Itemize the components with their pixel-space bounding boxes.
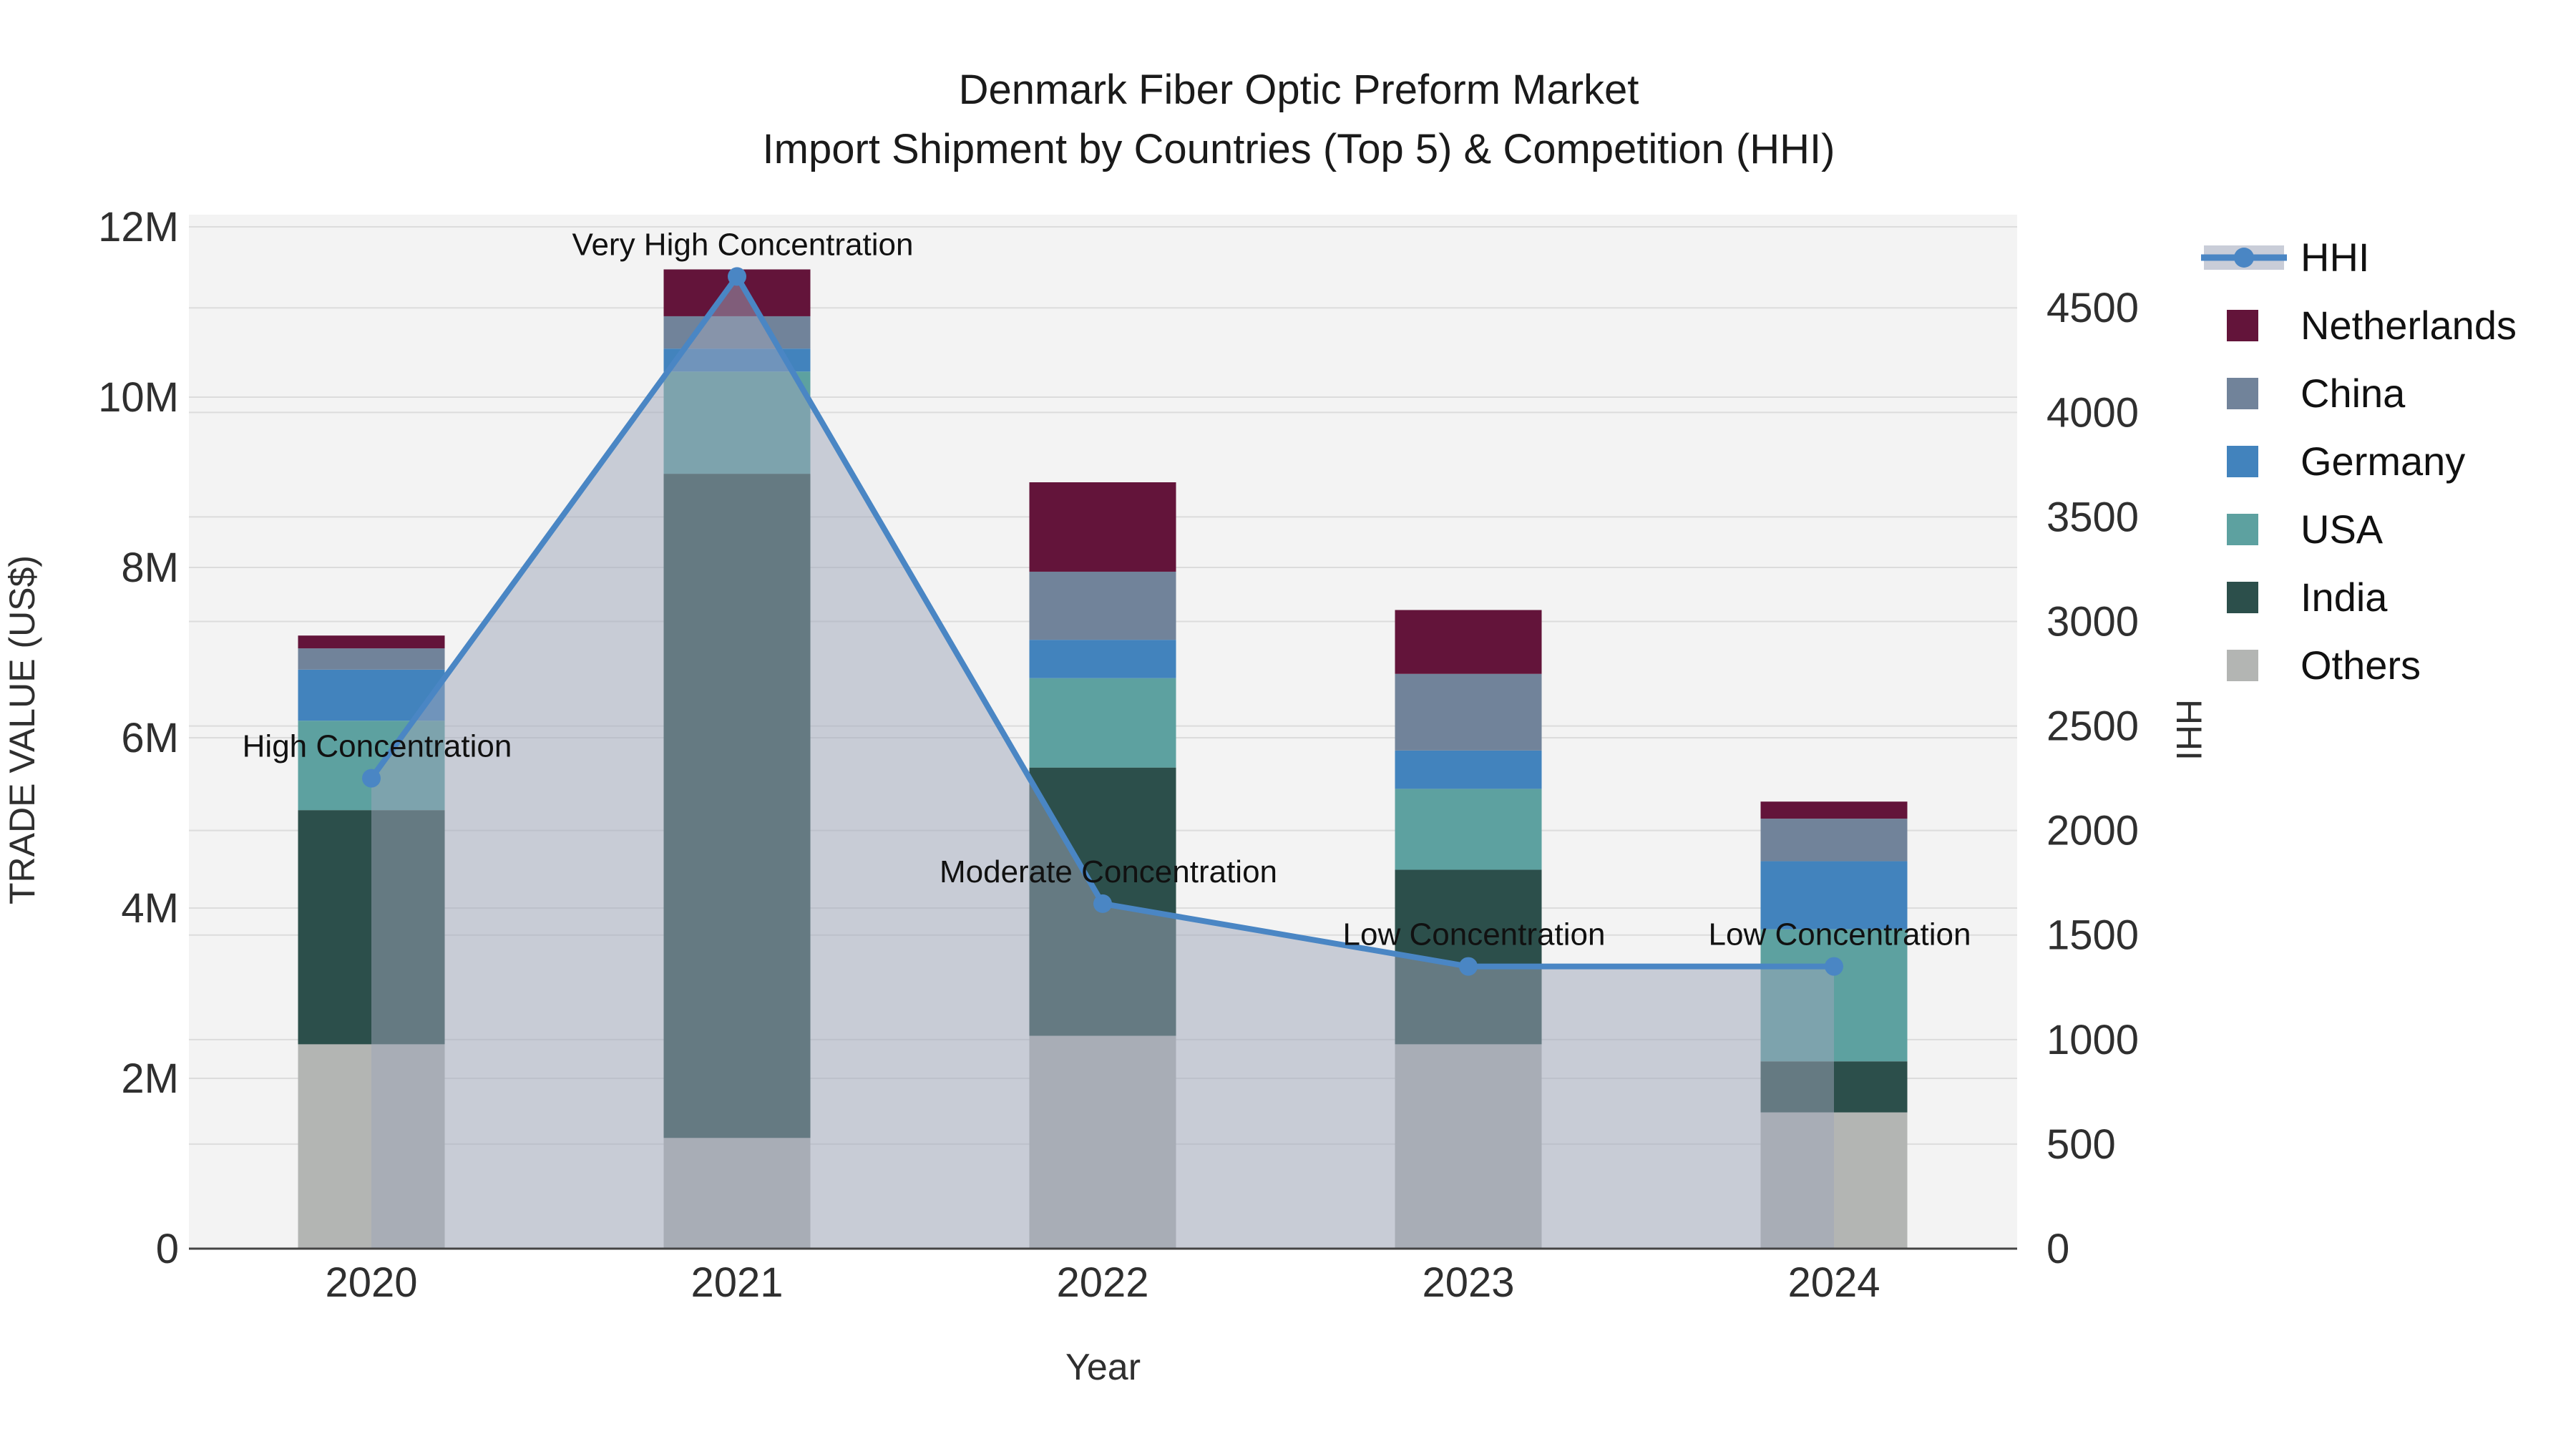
hhi-area-fill xyxy=(371,276,1834,1249)
y-left-tick-label: 6M xyxy=(121,715,179,761)
annotation-2021: Very High Concentration xyxy=(572,227,914,262)
legend-label-germany: Germany xyxy=(2301,439,2465,484)
hhi-marker-2021[interactable] xyxy=(728,267,746,286)
y-right-tick-label: 1500 xyxy=(2046,912,2139,959)
legend-label-netherlands: Netherlands xyxy=(2301,303,2517,348)
y-right-tick-label: 2500 xyxy=(2046,703,2139,750)
legend-swatch-germany xyxy=(2227,446,2258,477)
legend-swatch-india xyxy=(2227,582,2258,613)
legend-item-china[interactable]: China xyxy=(2227,371,2406,416)
legend-swatch-usa xyxy=(2227,514,2258,545)
annotation-2020: High Concentration xyxy=(243,729,512,764)
legend-label-china: China xyxy=(2301,371,2406,416)
legend-label-india: India xyxy=(2301,575,2388,620)
legend-swatch-others xyxy=(2227,650,2258,681)
legend-label-usa: USA xyxy=(2301,507,2384,552)
bar-segment-usa-2022[interactable] xyxy=(1029,678,1176,768)
x-tick-label-2022: 2022 xyxy=(1056,1259,1148,1306)
bar-segment-germany-2024[interactable] xyxy=(1760,861,1908,930)
legend-swatch-netherlands xyxy=(2227,310,2258,341)
axis-title-y-right: HHI xyxy=(2169,699,2209,761)
x-tick-label-2021: 2021 xyxy=(691,1259,783,1306)
bar-segment-netherlands-2020[interactable] xyxy=(298,635,445,649)
legend-item-india[interactable]: India xyxy=(2227,575,2388,620)
annotation-2023: Low Concentration xyxy=(1343,917,1606,952)
bar-segment-netherlands-2024[interactable] xyxy=(1760,801,1908,819)
annotation-2022: Moderate Concentration xyxy=(940,854,1277,889)
y-right-tick-label: 3000 xyxy=(2046,598,2139,645)
axis-title-y-left: TRADE VALUE (US$) xyxy=(2,555,42,904)
legend-label-others: Others xyxy=(2301,643,2421,688)
legend-item-usa[interactable]: USA xyxy=(2227,507,2384,552)
hhi-marker-2022[interactable] xyxy=(1093,894,1112,913)
y-right-tick-label: 1000 xyxy=(2046,1017,2139,1063)
hhi-marker-2020[interactable] xyxy=(362,769,381,788)
legend-hhi-marker-sample xyxy=(2234,248,2254,268)
bar-segment-china-2024[interactable] xyxy=(1760,819,1908,862)
legend-item-others[interactable]: Others xyxy=(2227,643,2421,688)
x-tick-label-2023: 2023 xyxy=(1422,1259,1514,1306)
hhi-marker-2024[interactable] xyxy=(1825,957,1843,976)
y-left-tick-label: 12M xyxy=(98,204,179,250)
y-left-tick-label: 4M xyxy=(121,885,179,932)
y-left-tick-label: 8M xyxy=(121,545,179,591)
y-right-tick-label: 0 xyxy=(2046,1226,2069,1272)
chart-title-line1: Denmark Fiber Optic Preform Market xyxy=(959,67,1639,113)
y-left-tick-label: 0 xyxy=(156,1226,179,1272)
y-right-tick-label: 3500 xyxy=(2046,494,2139,540)
axis-title-x: Year xyxy=(1065,1347,1141,1388)
bar-segment-germany-2023[interactable] xyxy=(1395,750,1542,789)
y-right-tick-label: 4000 xyxy=(2046,389,2139,436)
y-right-tick-label: 4500 xyxy=(2046,285,2139,331)
bar-segment-china-2023[interactable] xyxy=(1395,673,1542,751)
bar-segment-netherlands-2022[interactable] xyxy=(1029,482,1176,572)
y-right-tick-label: 2000 xyxy=(2046,808,2139,854)
annotation-2024: Low Concentration xyxy=(1709,917,1971,952)
bar-segment-china-2022[interactable] xyxy=(1029,571,1176,640)
bar-segment-germany-2022[interactable] xyxy=(1029,640,1176,678)
bar-segment-netherlands-2023[interactable] xyxy=(1395,610,1542,674)
chart-title-line2: Import Shipment by Countries (Top 5) & C… xyxy=(763,126,1835,172)
legend-swatch-china xyxy=(2227,378,2258,409)
legend-item-netherlands[interactable]: Netherlands xyxy=(2227,303,2517,348)
hhi-marker-2023[interactable] xyxy=(1459,957,1478,976)
y-right-tick-label: 500 xyxy=(2046,1121,2116,1168)
legend-item-germany[interactable]: Germany xyxy=(2227,439,2465,484)
legend-item-hhi[interactable]: HHI xyxy=(2201,235,2369,280)
y-left-tick-label: 10M xyxy=(98,374,179,421)
legend-label-hhi: HHI xyxy=(2301,235,2369,280)
bar-segment-usa-2023[interactable] xyxy=(1395,789,1542,870)
x-tick-label-2020: 2020 xyxy=(325,1259,417,1306)
x-tick-label-2024: 2024 xyxy=(1787,1259,1880,1306)
bar-segment-china-2020[interactable] xyxy=(298,648,445,670)
y-left-tick-label: 2M xyxy=(121,1055,179,1102)
